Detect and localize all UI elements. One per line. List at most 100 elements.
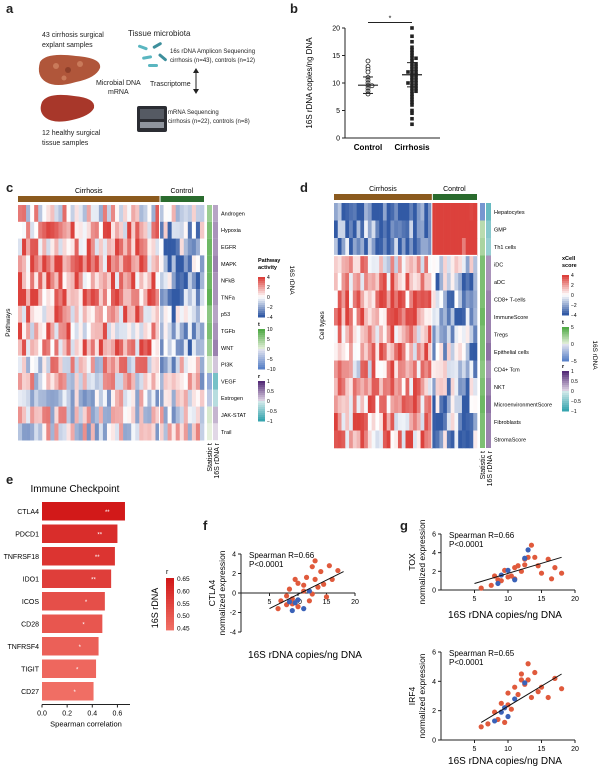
r-cell bbox=[486, 360, 491, 378]
heatmap-cell bbox=[123, 255, 128, 273]
legend-tick: 0.50 bbox=[177, 613, 190, 620]
heatmap-cell bbox=[62, 289, 67, 307]
heatmap-cell bbox=[22, 322, 27, 340]
heatmap-cell bbox=[439, 378, 444, 396]
legend-xcell-swatch bbox=[562, 283, 569, 286]
heatmap-cell bbox=[413, 378, 418, 396]
heatmap-cell bbox=[119, 205, 124, 223]
heatmap-cell bbox=[119, 406, 124, 424]
heatmap-cell bbox=[143, 389, 148, 407]
heatmap-cell bbox=[458, 325, 463, 344]
heatmap-cell bbox=[401, 325, 406, 344]
heatmap-cell bbox=[86, 423, 92, 441]
heatmap-cell bbox=[94, 255, 100, 273]
heatmap-cell bbox=[54, 322, 59, 340]
heatmap-cell bbox=[151, 356, 156, 374]
heatmap-cell bbox=[155, 389, 160, 407]
legend-xcell-swatch bbox=[562, 313, 569, 316]
legend-xcell-title: xCell bbox=[562, 256, 576, 262]
heatmap-cell bbox=[465, 395, 470, 414]
legend-swatch bbox=[166, 622, 174, 626]
heatmap-cell bbox=[167, 389, 172, 407]
legend-xcell-swatch bbox=[562, 295, 569, 298]
heatmap-cell bbox=[435, 378, 440, 396]
heatmap-cell bbox=[450, 430, 455, 449]
heatmap-cell bbox=[413, 273, 418, 291]
heatmap-cell bbox=[123, 356, 128, 374]
heatmap-cell bbox=[147, 356, 152, 374]
heatmap-cell bbox=[461, 325, 467, 344]
annotation-r: Spearman R=0.65 bbox=[449, 649, 515, 658]
heatmap-cell bbox=[94, 205, 100, 223]
bar-category-label: TIGIT bbox=[21, 666, 40, 673]
heatmap-cell bbox=[390, 238, 395, 256]
heatmap-cell bbox=[58, 205, 63, 223]
legend-r-swatch bbox=[562, 381, 569, 384]
heatmap-cell bbox=[420, 413, 425, 431]
heatmap-cell bbox=[375, 360, 380, 379]
heatmap-cell bbox=[155, 289, 160, 307]
heatmap-cell bbox=[127, 406, 132, 424]
heatmap-cell bbox=[401, 220, 406, 239]
data-point bbox=[410, 94, 414, 99]
heatmap-cell bbox=[22, 406, 27, 424]
heatmap-cell bbox=[454, 430, 459, 449]
heatmap-cell bbox=[364, 325, 369, 344]
legend-r-swatch bbox=[562, 397, 569, 400]
heatmap-cell bbox=[171, 221, 176, 239]
heatmap-cell bbox=[123, 221, 128, 239]
data-point bbox=[410, 59, 414, 63]
heatmap-cell bbox=[167, 339, 172, 357]
heatmap-cell bbox=[111, 221, 116, 239]
heatmap-cell bbox=[473, 343, 478, 361]
t-stat-cell bbox=[480, 413, 485, 431]
heatmap-cell bbox=[337, 308, 342, 326]
t-stat-cell bbox=[480, 430, 485, 448]
heatmap-cell bbox=[30, 238, 35, 256]
heatmap-cell bbox=[428, 360, 433, 379]
significance-stars: * bbox=[85, 600, 88, 606]
heatmap-cell bbox=[469, 238, 474, 256]
heatmap-cell bbox=[30, 305, 35, 323]
heatmap-cell bbox=[106, 356, 112, 374]
heatmap-cell bbox=[420, 378, 425, 396]
heatmap-cell bbox=[337, 413, 342, 431]
r-cell bbox=[213, 255, 218, 273]
y-tick-label: 0 bbox=[432, 588, 436, 595]
heatmap-cell bbox=[151, 238, 156, 256]
heatmap-cell bbox=[131, 205, 136, 223]
legend-xcell-swatch bbox=[562, 275, 569, 278]
heatmap-cell bbox=[465, 203, 470, 221]
heatmap-cell bbox=[66, 356, 71, 374]
y-tick-label: 4 bbox=[232, 552, 236, 559]
heatmap-cell bbox=[143, 272, 148, 290]
heatmap-cell bbox=[371, 273, 376, 291]
t-stat-cell bbox=[207, 339, 212, 357]
heatmap-cell bbox=[143, 406, 148, 424]
heatmap-cell bbox=[401, 430, 406, 449]
heatmap-cell bbox=[46, 406, 51, 424]
data-point bbox=[552, 565, 558, 571]
heatmap-cell bbox=[382, 360, 387, 379]
t-stat-cell bbox=[207, 322, 212, 340]
heatmap-cell bbox=[171, 289, 176, 307]
legend-activity-title: activity bbox=[258, 265, 278, 271]
heatmap-cell bbox=[159, 272, 164, 290]
data-point bbox=[315, 584, 321, 590]
heatmap-cell bbox=[131, 305, 136, 323]
heatmap-cell bbox=[90, 272, 96, 290]
data-point bbox=[410, 108, 414, 113]
heatmap-cell bbox=[424, 378, 429, 396]
heatmap-cell bbox=[175, 423, 181, 441]
heatmap-cell bbox=[435, 325, 440, 344]
legend-t-tick: −5 bbox=[267, 357, 273, 363]
heatmap-cell bbox=[349, 360, 354, 379]
heatmap-cell bbox=[386, 413, 391, 431]
heatmap-cell bbox=[151, 289, 156, 307]
heatmap-cell bbox=[367, 273, 372, 291]
heatmap-cell bbox=[94, 406, 100, 424]
heatmap-cell bbox=[420, 203, 425, 221]
bar bbox=[42, 637, 99, 656]
heatmap-cell bbox=[382, 413, 387, 431]
